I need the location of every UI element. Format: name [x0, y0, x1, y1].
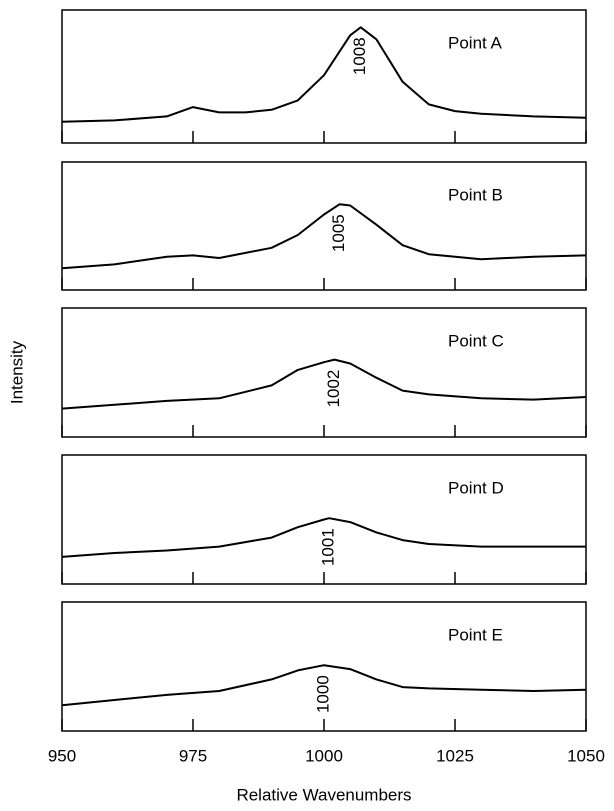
- peak-label: 1005: [329, 214, 348, 252]
- spectrum-line: [61, 203, 587, 270]
- x-tick-label: 950: [48, 746, 76, 765]
- panel-title: Point C: [448, 331, 504, 350]
- panel-title: Point B: [448, 185, 503, 204]
- spectrum-line: [61, 664, 587, 707]
- panel-title: Point D: [448, 478, 504, 497]
- panel-frame: [61, 161, 587, 291]
- spectrum-line: [61, 358, 587, 410]
- peak-label: 1008: [350, 37, 369, 75]
- peak-label: 1001: [319, 528, 338, 566]
- x-tick-label: 1000: [305, 746, 343, 765]
- panel-title: Point A: [448, 33, 503, 52]
- x-tick-label: 1050: [567, 746, 605, 765]
- peak-label: 1002: [324, 370, 343, 408]
- x-tick-label: 1025: [436, 746, 474, 765]
- panel-title: Point E: [448, 625, 503, 644]
- spectrum-line: [61, 517, 586, 558]
- spectrum-line: [61, 26, 587, 123]
- y-axis-label: Intensity: [7, 340, 26, 404]
- peak-label: 1000: [313, 675, 332, 713]
- x-tick-label: 975: [179, 746, 207, 765]
- x-axis-label: Relative Wavenumbers: [236, 785, 411, 804]
